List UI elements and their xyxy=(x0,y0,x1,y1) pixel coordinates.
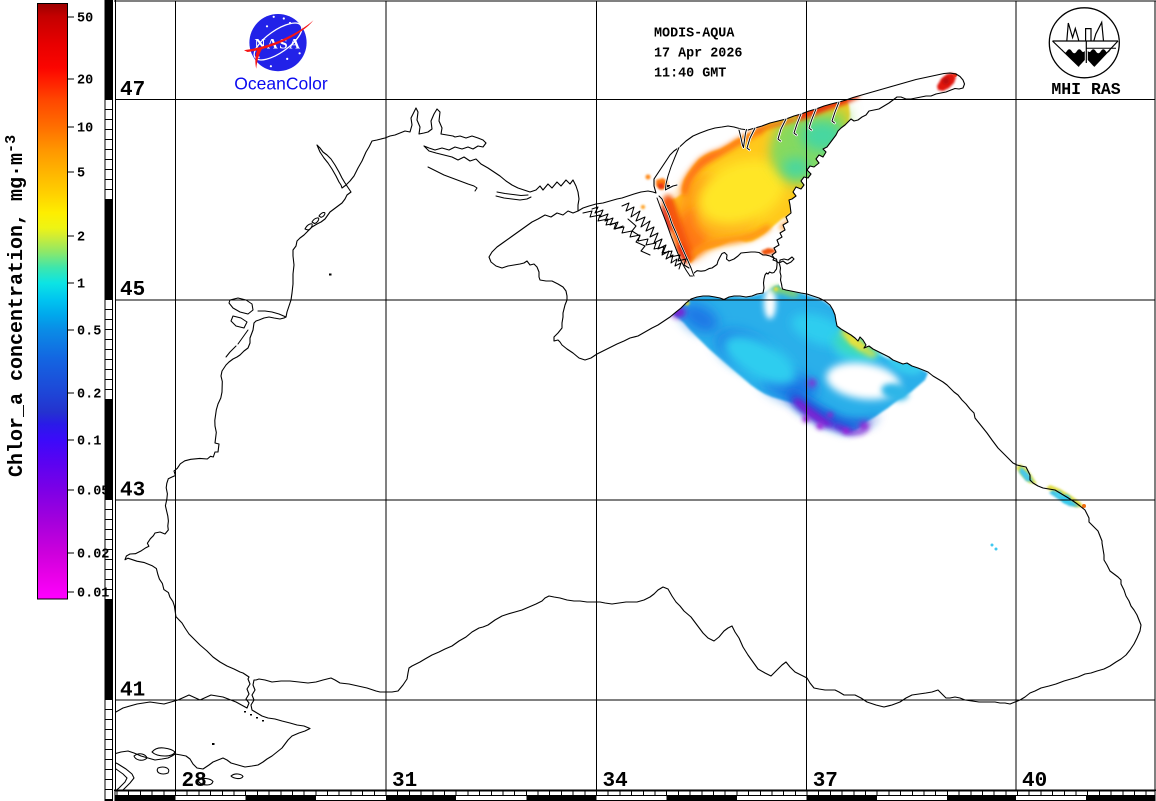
svg-text:43: 43 xyxy=(120,480,145,503)
svg-text:41: 41 xyxy=(120,680,145,703)
svg-text:2: 2 xyxy=(77,231,85,246)
svg-text:OceanColor: OceanColor xyxy=(234,74,328,94)
svg-text:0.2: 0.2 xyxy=(77,388,101,403)
svg-text:0.5: 0.5 xyxy=(77,325,101,340)
svg-text:10: 10 xyxy=(77,122,93,137)
svg-text:28: 28 xyxy=(182,770,207,793)
svg-text:Chlor_a concentration, mg·m-3: Chlor_a concentration, mg·m-3 xyxy=(3,135,29,477)
svg-text:45: 45 xyxy=(120,279,145,302)
svg-text:11:40 GMT: 11:40 GMT xyxy=(654,67,726,82)
svg-text:MODIS-AQUA: MODIS-AQUA xyxy=(654,27,735,42)
svg-text:31: 31 xyxy=(392,770,417,793)
svg-text:50: 50 xyxy=(77,12,93,27)
svg-text:1: 1 xyxy=(77,278,85,293)
svg-text:NASA: NASA xyxy=(255,37,302,53)
svg-text:0.02: 0.02 xyxy=(77,548,109,563)
svg-text:20: 20 xyxy=(77,74,93,89)
svg-text:0.01: 0.01 xyxy=(77,587,109,602)
svg-text:0.05: 0.05 xyxy=(77,485,109,500)
svg-text:34: 34 xyxy=(603,770,628,793)
svg-text:MHI RAS: MHI RAS xyxy=(1051,80,1120,99)
svg-text:17 Apr 2026: 17 Apr 2026 xyxy=(654,47,742,62)
svg-text:47: 47 xyxy=(120,79,145,102)
svg-text:0.1: 0.1 xyxy=(77,435,101,450)
svg-text:40: 40 xyxy=(1022,770,1047,793)
svg-text:5: 5 xyxy=(77,167,85,182)
svg-text:37: 37 xyxy=(813,770,838,793)
